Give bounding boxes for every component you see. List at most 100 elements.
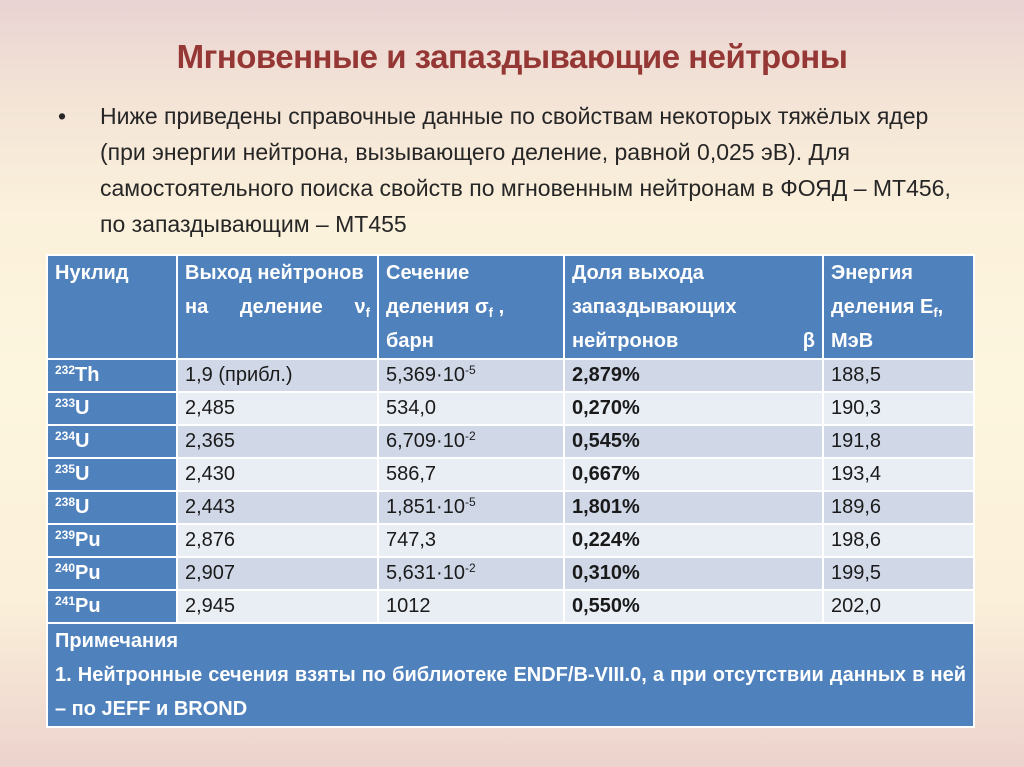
energy-cell: 190,3 [822,391,975,426]
table-row: 238U 2,443 1,851·10-5 1,801% 189,6 [46,490,975,525]
header-nuclide: Нуклид [46,254,178,360]
table-row: 240Pu 2,907 5,631·10-2 0,310% 199,5 [46,556,975,591]
energy-cell: 198,6 [822,523,975,558]
element-symbol: Pu [75,529,101,551]
header-neutron-yield-sub: f [365,305,370,320]
cross-section-cell: 5,631·10-2 [377,556,565,591]
header-energy-label: Энергия деления E [831,262,934,318]
table-row: 232Th 1,9 (прибл.) 5,369·10-5 2,879% 188… [46,358,975,393]
cross-exponent: -2 [464,429,476,443]
table-row: 235U 2,430 586,7 0,667% 193,4 [46,457,975,492]
cross-section-cell: 534,0 [377,391,565,426]
cross-exponent: -5 [464,363,476,377]
cross-base: 6,709·10 [386,430,465,452]
yield-cell: 2,443 [176,490,379,525]
header-delayed-label: Доля выхода запаздывающих нейтронов β [572,262,815,352]
yield-cell: 2,430 [176,457,379,492]
nuclide-cell: 234U [46,424,178,459]
element-symbol: U [75,397,90,419]
element-symbol: U [75,430,90,452]
header-fission-cross-section: Сечение деления σf , барн [377,254,565,360]
notes-row: Примечания 1. Нейтронные сечения взяты п… [46,622,975,728]
cross-base: 586,7 [386,463,437,485]
energy-cell: 199,5 [822,556,975,591]
nuclide-cell: 241Pu [46,589,178,624]
header-energy-tail: , МэВ [831,296,944,352]
mass-number: 234 [55,429,76,443]
nuclide-cell: 238U [46,490,178,525]
bullet-paragraph: • Ниже приведены справочные данные по св… [58,98,958,242]
beta-cell: 0,550% [563,589,824,624]
element-symbol: U [75,496,90,518]
cross-exponent: -5 [464,495,476,509]
nuclide-cell: 233U [46,391,178,426]
mass-number: 241 [55,594,76,608]
yield-cell: 1,9 (прибл.) [176,358,379,393]
notes-cell: Примечания 1. Нейтронные сечения взяты п… [46,622,975,728]
table-row: 239Pu 2,876 747,3 0,224% 198,6 [46,523,975,558]
yield-cell: 2,876 [176,523,379,558]
nuclide-cell: 232Th [46,358,178,393]
beta-cell: 0,224% [563,523,824,558]
header-fission-energy: Энергия деления Ef, МэВ [822,254,975,360]
element-symbol: U [75,463,90,485]
mass-number: 235 [55,462,76,476]
table-header-row: Нуклид Выход нейтронов на деление νf Сеч… [46,254,975,360]
header-energy-sub: f [933,305,938,320]
cross-section-cell: 6,709·10-2 [377,424,565,459]
header-cross-sub: f [488,305,494,320]
element-symbol: Pu [75,562,101,584]
header-neutron-yield-label: Выход нейтронов на деление ν [185,262,366,318]
nuclide-cell: 235U [46,457,178,492]
yield-cell: 2,907 [176,556,379,591]
cross-section-cell: 747,3 [377,523,565,558]
cross-exponent: -2 [464,561,476,575]
nuclide-properties-table: Нуклид Выход нейтронов на деление νf Сеч… [46,254,975,728]
bullet-text: Ниже приведены справочные данные по свой… [100,103,951,237]
header-nuclide-label: Нуклид [55,262,129,284]
nuclide-cell: 239Pu [46,523,178,558]
yield-cell: 2,485 [176,391,379,426]
mass-number: 233 [55,396,76,410]
mass-number: 239 [55,528,76,542]
cross-base: 5,369·10 [386,364,465,386]
bullet-icon: • [58,103,67,129]
table-row: 234U 2,365 6,709·10-2 0,545% 191,8 [46,424,975,459]
notes-heading: Примечания [55,630,179,652]
beta-cell: 0,270% [563,391,824,426]
mass-number: 238 [55,495,76,509]
beta-cell: 2,879% [563,358,824,393]
table-row: 233U 2,485 534,0 0,270% 190,3 [46,391,975,426]
beta-cell: 0,667% [563,457,824,492]
beta-cell: 1,801% [563,490,824,525]
cross-base: 747,3 [386,529,437,551]
cross-section-cell: 1012 [377,589,565,624]
energy-cell: 189,6 [822,490,975,525]
header-neutron-yield: Выход нейтронов на деление νf [176,254,379,360]
element-symbol: Th [75,364,100,386]
cross-base: 1012 [386,595,431,617]
cross-section-cell: 1,851·10-5 [377,490,565,525]
cross-section-cell: 5,369·10-5 [377,358,565,393]
yield-cell: 2,945 [176,589,379,624]
header-delayed-fraction: Доля выхода запаздывающих нейтронов β [563,254,824,360]
nuclide-cell: 240Pu [46,556,178,591]
energy-cell: 202,0 [822,589,975,624]
mass-number: 240 [55,561,76,575]
energy-cell: 188,5 [822,358,975,393]
header-cross-tail: , барн [386,296,505,352]
beta-cell: 0,310% [563,556,824,591]
cross-base: 534,0 [386,397,437,419]
cross-section-cell: 586,7 [377,457,565,492]
notes-text: 1. Нейтронные сечения взяты по библиотек… [55,664,966,720]
mass-number: 232 [55,363,76,377]
yield-cell: 2,365 [176,424,379,459]
cross-base: 5,631·10 [386,562,465,584]
energy-cell: 193,4 [822,457,975,492]
table-row: 241Pu 2,945 1012 0,550% 202,0 [46,589,975,624]
slide-title: Мгновенные и запаздывающие нейтроны [176,38,848,75]
energy-cell: 191,8 [822,424,975,459]
beta-cell: 0,545% [563,424,824,459]
cross-base: 1,851·10 [386,496,465,518]
header-cross-label: Сечение деления σ [386,262,489,318]
